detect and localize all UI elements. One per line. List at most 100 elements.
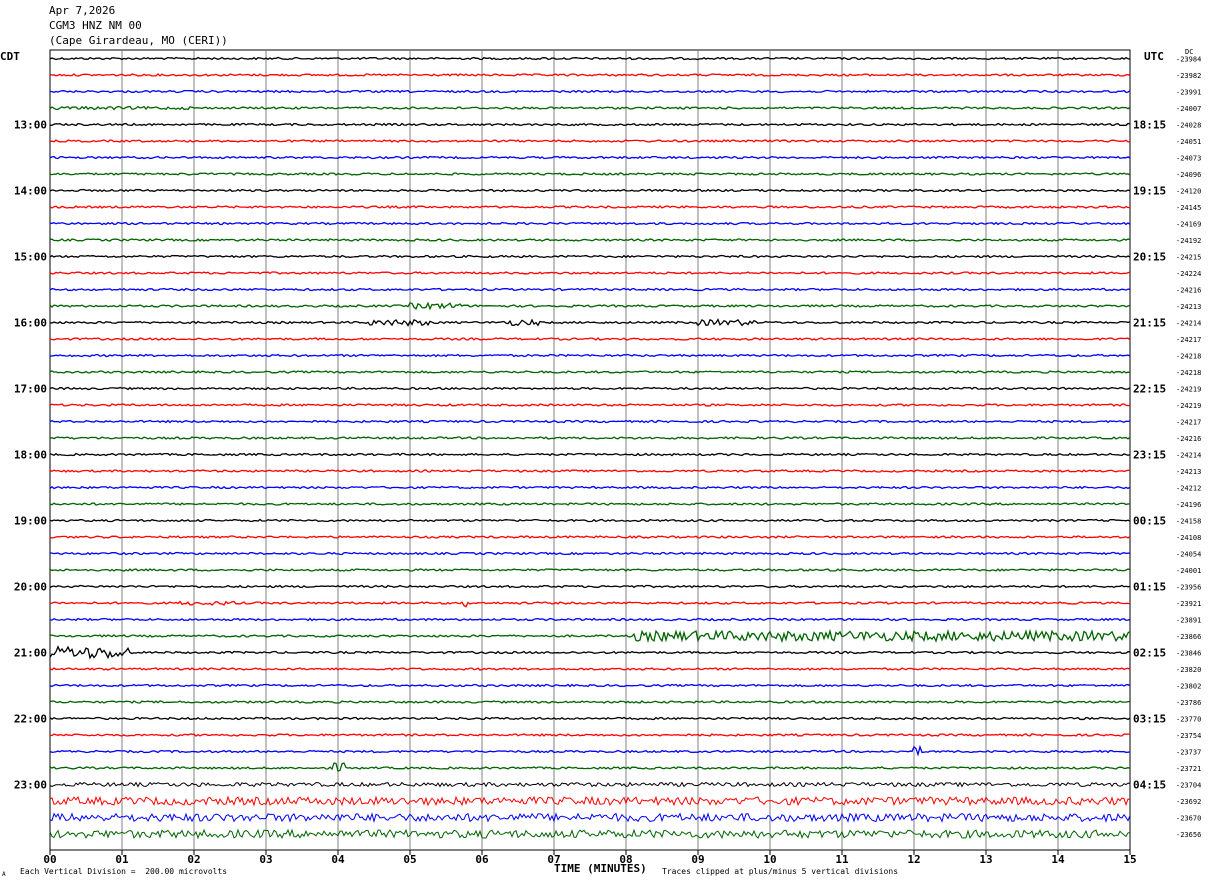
dc-offset-label: -23956	[1176, 584, 1201, 592]
dc-offset-label: -24218	[1176, 369, 1201, 377]
dc-offset-label: -23656	[1176, 831, 1201, 839]
station-location: (Cape Girardeau, MO (CERI))	[49, 34, 228, 47]
right-hour-label: 19:15	[1133, 185, 1166, 198]
trace-row	[49, 287, 1131, 292]
x-tick-label: 03	[259, 853, 272, 866]
dc-offset-label: -24213	[1176, 468, 1201, 476]
x-tick-label: 09	[691, 853, 704, 866]
left-timezone-label: CDT	[0, 50, 20, 63]
trace-row	[49, 419, 1131, 424]
dc-offset-label: -23921	[1176, 600, 1201, 608]
left-hour-label: 15:00	[14, 251, 47, 264]
trace-row	[49, 452, 1131, 457]
trace-row	[49, 762, 1131, 772]
x-tick-label: 12	[907, 853, 920, 866]
dc-offset-label: -24169	[1176, 221, 1201, 229]
left-hour-label: 22:00	[14, 713, 47, 726]
dc-offset-label: -24145	[1176, 204, 1201, 212]
trace-row	[49, 744, 1131, 757]
dc-offset-label: -23721	[1176, 765, 1201, 773]
dc-offset-label: -24212	[1176, 485, 1201, 493]
trace-row	[49, 188, 1131, 193]
trace-row	[49, 386, 1131, 391]
dc-offset-label: -24192	[1176, 237, 1201, 245]
station-code: CGM3 HNZ NM 00	[49, 19, 142, 32]
left-hour-label: 18:00	[14, 449, 47, 462]
trace-row	[49, 733, 1130, 737]
dc-offset-label: -24216	[1176, 435, 1201, 443]
left-hour-label: 19:00	[14, 515, 47, 528]
x-tick-label: 14	[1051, 853, 1065, 866]
dc-offset-label: -23670	[1176, 815, 1201, 823]
dc-offset-label: -24108	[1176, 534, 1201, 542]
trace-row	[49, 700, 1130, 704]
right-hour-label: 01:15	[1133, 581, 1166, 594]
right-hour-label: 00:15	[1133, 515, 1166, 528]
x-axis-title: TIME (MINUTES)	[554, 862, 647, 875]
left-hour-label: 17:00	[14, 383, 47, 396]
dc-offset-label: -23786	[1176, 699, 1201, 707]
right-hour-label: 22:15	[1133, 383, 1166, 396]
x-tick-label: 15	[1123, 853, 1136, 866]
dc-offset-label: -24120	[1176, 188, 1201, 196]
x-tick-labels: 00 01 02 03 04 05 06 07 08 09 10 11 12 13 14 15	[43, 850, 1137, 866]
x-tick-label: 08	[619, 853, 632, 866]
right-hour-label: 03:15	[1133, 713, 1166, 726]
trace-row	[49, 155, 1131, 160]
trace-row	[49, 600, 1131, 608]
clip-note: Traces clipped at plus/minus 5 vertical …	[662, 867, 899, 876]
right-timezone-label: UTC	[1144, 50, 1164, 63]
trace-row	[49, 403, 1131, 407]
scale-note: Each Vertical Division = 200.00 microvol…	[20, 867, 228, 876]
trace-row	[49, 485, 1131, 490]
dc-offset-label: -24215	[1176, 254, 1201, 262]
x-tick-label: 00	[43, 853, 56, 866]
dc-offset-label: -24214	[1176, 320, 1201, 328]
dc-offset-label: -23692	[1176, 798, 1201, 806]
x-tick-label: 11	[835, 853, 849, 866]
trace-row	[49, 105, 1131, 111]
trace-row	[49, 645, 1131, 660]
trace-row	[49, 628, 1131, 644]
trace-row	[49, 781, 1131, 788]
x-tick-label: 04	[331, 853, 345, 866]
trace-row	[49, 812, 1131, 824]
dc-offset-label: -23866	[1176, 633, 1201, 641]
dc-offset-label: -24218	[1176, 353, 1201, 361]
dc-offset-label: -24158	[1176, 518, 1201, 526]
trace-row	[49, 502, 1131, 506]
dc-offset-label: -24217	[1176, 336, 1201, 344]
trace-row	[49, 469, 1131, 473]
trace-row	[49, 683, 1131, 688]
trace-row	[49, 337, 1131, 341]
trace-row	[49, 301, 1131, 311]
dc-offset-label: -24196	[1176, 501, 1201, 509]
dc-offset-label: -24217	[1176, 419, 1201, 427]
left-hour-label: 20:00	[14, 581, 47, 594]
right-hour-label: 18:15	[1133, 119, 1166, 132]
right-hour-label: 04:15	[1133, 779, 1166, 792]
dc-offset-label: -24219	[1176, 386, 1201, 394]
left-hour-label: 14:00	[14, 185, 47, 198]
trace-row	[49, 716, 1131, 721]
dc-offset-label: -23891	[1176, 617, 1201, 625]
dc-offset-label: -24213	[1176, 303, 1201, 311]
right-hour-label: 21:15	[1133, 317, 1166, 330]
dc-offset-label: -23984	[1176, 56, 1201, 64]
trace-row	[49, 254, 1131, 259]
trace-row	[49, 221, 1131, 226]
dc-offset-label: -23770	[1176, 716, 1201, 724]
right-hour-label: 20:15	[1133, 251, 1166, 264]
trace-rows	[49, 56, 1131, 840]
trace-row	[49, 56, 1131, 61]
dc-offset-label: -23737	[1176, 749, 1201, 757]
dc-offset-label: -24007	[1176, 105, 1201, 113]
trace-row	[49, 205, 1130, 209]
x-tick-label: 13	[979, 853, 992, 866]
left-hour-label: 23:00	[14, 779, 47, 792]
trace-row	[49, 89, 1131, 94]
dc-offset-label: -23704	[1176, 782, 1201, 790]
left-hour-label: 21:00	[14, 647, 47, 660]
trace-row	[49, 667, 1131, 671]
